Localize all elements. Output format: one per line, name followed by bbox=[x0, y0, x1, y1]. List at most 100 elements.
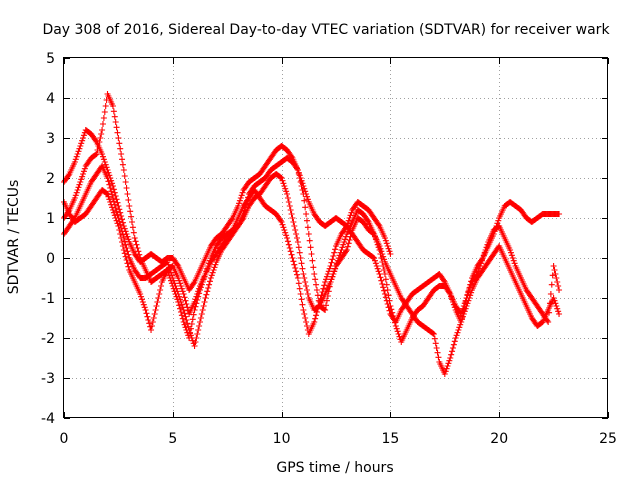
data-point bbox=[480, 252, 487, 259]
data-point bbox=[192, 339, 199, 345]
data-point bbox=[118, 151, 125, 157]
data-point bbox=[111, 212, 118, 219]
data-point bbox=[196, 285, 203, 292]
data-point bbox=[435, 354, 442, 361]
data-point bbox=[384, 243, 391, 249]
data-point bbox=[212, 261, 219, 268]
data-point bbox=[294, 271, 301, 278]
data-point bbox=[386, 248, 393, 255]
data-point bbox=[449, 296, 456, 303]
data-point bbox=[170, 277, 177, 284]
data-point bbox=[73, 189, 80, 196]
data-point bbox=[311, 319, 318, 325]
data-point bbox=[104, 175, 111, 181]
data-point bbox=[99, 153, 106, 160]
data-point bbox=[80, 135, 87, 141]
data-point bbox=[323, 302, 330, 309]
data-point bbox=[277, 174, 284, 181]
data-point bbox=[431, 335, 438, 342]
data-point bbox=[312, 315, 319, 322]
data-point bbox=[111, 113, 118, 120]
data-point bbox=[136, 251, 143, 258]
data-point bbox=[189, 337, 196, 344]
data-point bbox=[297, 179, 304, 185]
x-tick-label: 15 bbox=[381, 431, 399, 447]
data-point bbox=[322, 279, 329, 285]
grid bbox=[64, 58, 608, 418]
data-point bbox=[108, 188, 115, 195]
data-point bbox=[279, 177, 286, 184]
data-point bbox=[121, 238, 128, 245]
data-point bbox=[556, 311, 563, 317]
data-point bbox=[114, 129, 121, 136]
data-point bbox=[99, 151, 106, 157]
data-point bbox=[466, 295, 473, 301]
data-point bbox=[552, 300, 559, 307]
data-point bbox=[155, 295, 162, 301]
data-point bbox=[321, 282, 328, 289]
data-point bbox=[205, 285, 212, 291]
data-point bbox=[447, 291, 454, 297]
data-point bbox=[477, 263, 484, 269]
data-point bbox=[119, 239, 126, 245]
data-point bbox=[331, 268, 338, 275]
data-point bbox=[309, 257, 316, 264]
data-point bbox=[103, 164, 110, 171]
data-point bbox=[181, 321, 188, 328]
data-point bbox=[206, 278, 213, 285]
data-point bbox=[304, 196, 311, 203]
data-point bbox=[75, 148, 82, 155]
data-point bbox=[187, 329, 194, 336]
data-point bbox=[190, 280, 197, 287]
data-point bbox=[396, 333, 403, 340]
data-point bbox=[109, 180, 116, 187]
data-point bbox=[347, 212, 354, 219]
data-point bbox=[376, 271, 383, 277]
data-point bbox=[99, 127, 106, 133]
data-point bbox=[236, 197, 243, 204]
data-point bbox=[455, 327, 462, 333]
data-point bbox=[343, 247, 350, 253]
data-point bbox=[345, 217, 352, 224]
data-point bbox=[116, 140, 123, 147]
data-point bbox=[456, 324, 463, 331]
data-point bbox=[331, 249, 338, 256]
data-point bbox=[180, 291, 187, 297]
data-point bbox=[370, 254, 377, 261]
data-point bbox=[293, 231, 300, 237]
data-point bbox=[207, 275, 214, 281]
data-point bbox=[316, 299, 323, 305]
data-point bbox=[115, 223, 122, 229]
data-point bbox=[464, 300, 471, 307]
data-point bbox=[105, 193, 112, 200]
data-point bbox=[482, 247, 489, 253]
data-point bbox=[71, 159, 78, 165]
data-point bbox=[440, 277, 447, 284]
data-point bbox=[295, 280, 302, 287]
data-point bbox=[123, 257, 130, 263]
data-point bbox=[313, 281, 320, 288]
data-point bbox=[120, 247, 127, 253]
plot-frame bbox=[63, 57, 608, 418]
data-point bbox=[113, 217, 120, 224]
data-point bbox=[507, 247, 514, 253]
data-point bbox=[79, 173, 86, 180]
data-point bbox=[445, 360, 452, 367]
data-point bbox=[303, 287, 310, 293]
data-point bbox=[109, 103, 116, 109]
x-tick-label: 0 bbox=[60, 431, 69, 447]
data-point bbox=[379, 251, 386, 257]
data-point bbox=[124, 233, 131, 240]
data-point bbox=[285, 199, 292, 205]
data-point bbox=[383, 281, 390, 288]
data-point bbox=[290, 258, 297, 265]
data-point bbox=[294, 275, 301, 281]
data-point bbox=[379, 281, 386, 287]
data-point bbox=[100, 115, 107, 121]
data-point bbox=[323, 273, 330, 280]
data-point bbox=[235, 203, 242, 209]
data-point bbox=[441, 371, 448, 377]
data-point bbox=[302, 315, 309, 321]
data-point bbox=[511, 260, 518, 267]
data-point bbox=[377, 274, 384, 281]
